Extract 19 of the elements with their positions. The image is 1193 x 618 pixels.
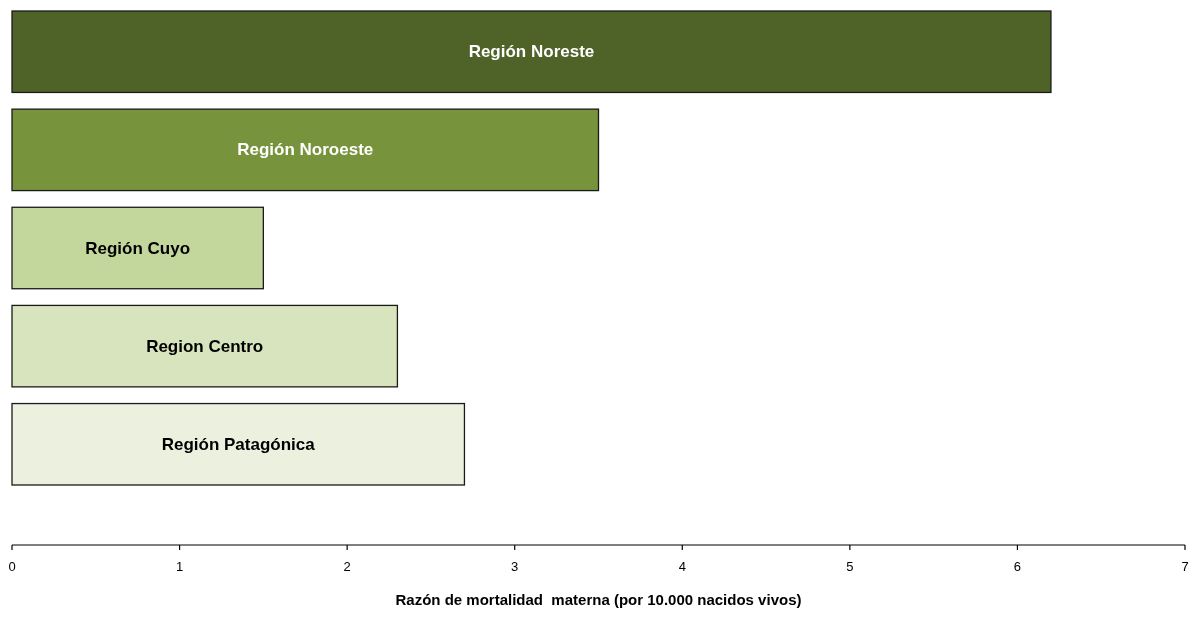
x-tick-label: 4: [678, 559, 686, 574]
y-tick-label: Región Patagónica: [161, 434, 316, 454]
bar: [11, 402, 466, 486]
y-tick-label: Region Centro: [146, 336, 264, 356]
x-axis-title: Razón de mortalidad materna (por 10.000 nacidos vivos): [395, 591, 802, 608]
x-tick-label: 1: [175, 559, 184, 574]
x-tick-label: 0: [8, 559, 16, 574]
x-tick-label: 3: [511, 559, 519, 574]
y-tick-label: Región Noreste: [468, 42, 595, 62]
y-tick-label: Región Cuyo: [85, 238, 191, 258]
bar: [11, 10, 1052, 94]
bar: [11, 206, 265, 290]
y-tick-label: Región Noroeste: [237, 140, 374, 160]
x-tick-label: 7: [1181, 559, 1189, 574]
x-tick-label: 6: [1013, 559, 1022, 574]
x-tick-label: 2: [343, 559, 351, 574]
bar: [11, 304, 399, 388]
x-tick-label: 5: [846, 559, 854, 574]
bar: [11, 108, 600, 192]
